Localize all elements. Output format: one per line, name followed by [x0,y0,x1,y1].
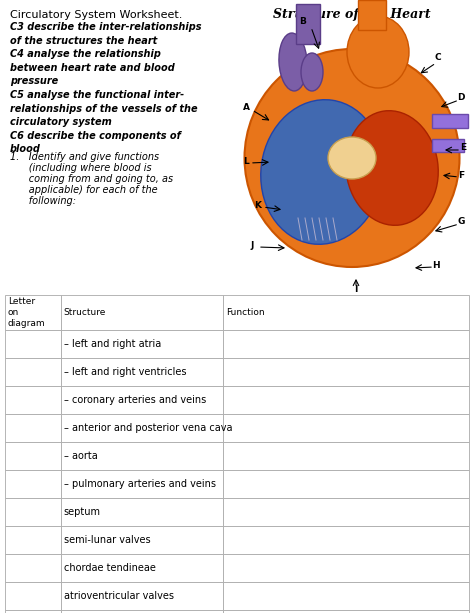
Ellipse shape [279,33,307,91]
Text: D: D [457,94,465,102]
Text: semi-lunar valves: semi-lunar valves [64,535,150,545]
Text: applicable) for each of the: applicable) for each of the [10,185,158,195]
Bar [432,139,464,152]
Text: E: E [460,143,466,153]
Text: J: J [250,240,254,249]
Bar [358,0,386,30]
Ellipse shape [346,111,438,226]
Text: Letter
on
diagram: Letter on diagram [8,297,46,328]
Text: chordae tendineae: chordae tendineae [64,563,155,573]
Bar [5,498,61,526]
Bar [61,386,223,414]
Text: B: B [300,18,306,26]
Bar [5,295,61,330]
Ellipse shape [261,100,383,245]
Bar [223,554,469,582]
Text: G: G [457,218,465,226]
Bar [61,582,223,610]
Bar [5,526,61,554]
Bar [61,414,223,442]
Bar [61,295,223,330]
Bar [5,470,61,498]
Text: Function: Function [226,308,264,317]
Text: coming from and going to, as: coming from and going to, as [10,174,173,184]
Bar [296,4,320,44]
Bar [5,386,61,414]
Text: C: C [435,53,441,63]
Text: K: K [255,200,262,210]
Text: – pulmonary arteries and veins: – pulmonary arteries and veins [64,479,216,489]
Ellipse shape [245,49,459,267]
Ellipse shape [328,137,376,179]
Text: septum: septum [64,507,100,517]
Text: following:: following: [10,196,76,206]
Bar [432,114,468,128]
Bar [61,526,223,554]
Bar [223,386,469,414]
Bar [5,582,61,610]
Bar [223,414,469,442]
Bar [61,470,223,498]
Bar [61,554,223,582]
Text: – aorta: – aorta [64,451,98,461]
Text: L: L [243,158,249,167]
Bar [5,358,61,386]
Bar [61,498,223,526]
Text: – anterior and posterior vena cava: – anterior and posterior vena cava [64,423,232,433]
Bar [5,414,61,442]
Text: 1.   Identify and give functions: 1. Identify and give functions [10,152,159,162]
Text: atrioventricular valves: atrioventricular valves [64,591,173,601]
Text: F: F [458,170,464,180]
Bar [223,295,469,330]
Text: – coronary arteries and veins: – coronary arteries and veins [64,395,206,405]
Bar [223,582,469,610]
Text: (including where blood is: (including where blood is [10,163,152,173]
Ellipse shape [347,16,409,88]
Bar [5,330,61,358]
Bar [223,526,469,554]
Text: – left and right ventricles: – left and right ventricles [64,367,186,377]
Bar [61,330,223,358]
Text: – left and right atria: – left and right atria [64,339,161,349]
Bar [223,498,469,526]
Bar [223,470,469,498]
Ellipse shape [301,53,323,91]
Text: H: H [432,261,440,270]
Bar [61,610,223,613]
Bar [5,442,61,470]
Bar [5,610,61,613]
Text: Structure: Structure [64,308,106,317]
Bar [223,610,469,613]
Bar [223,358,469,386]
Text: Structure of the Heart: Structure of the Heart [273,8,431,21]
Text: C3 describe the inter-relationships
of the structures the heart
C4 analyse the r: C3 describe the inter-relationships of t… [10,22,201,154]
Bar [223,442,469,470]
Bar [61,442,223,470]
Bar [61,358,223,386]
Text: Circulatory System Worksheet.: Circulatory System Worksheet. [10,10,182,20]
Text: I: I [354,286,358,294]
Bar [5,554,61,582]
Text: A: A [243,104,249,113]
Bar [223,330,469,358]
